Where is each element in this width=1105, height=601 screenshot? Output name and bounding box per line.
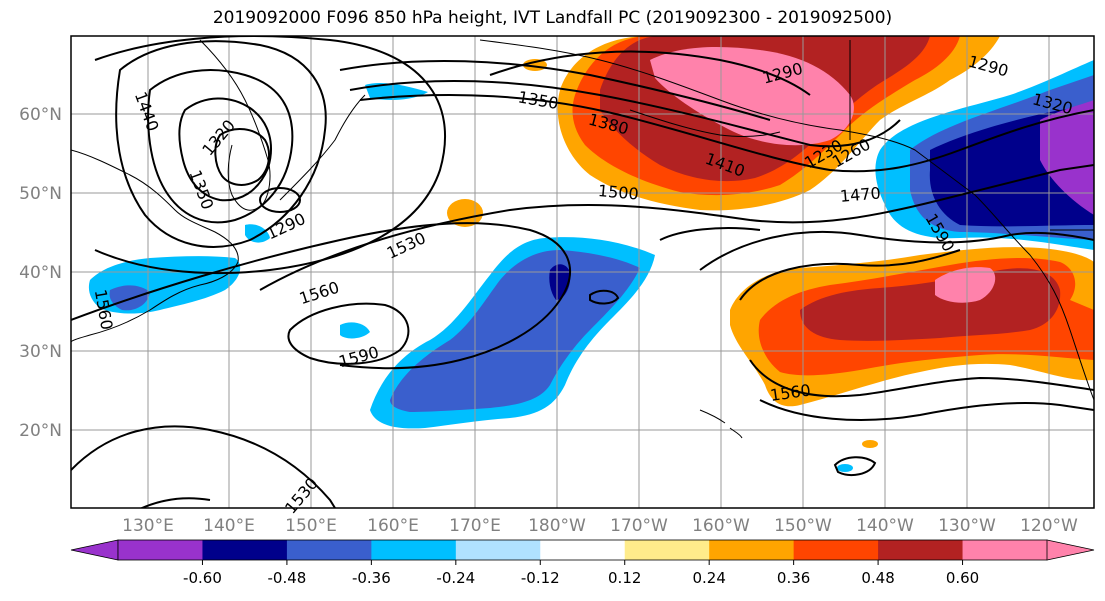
colorbar-tick-label: -0.60 — [183, 569, 222, 587]
lat-label-40n: 40°N — [19, 263, 62, 283]
colorbar-tick-label: -0.12 — [521, 569, 560, 587]
lon-label-170w: 170°W — [610, 516, 668, 536]
colorbar-tick-label: 0.48 — [861, 569, 894, 587]
longitude-labels: 130°E 140°E 150°E 160°E 170°E 180°W 170°… — [122, 516, 1078, 536]
contour-label-1470: 1470 — [839, 183, 881, 205]
lon-label-170e: 170°E — [449, 516, 501, 536]
colorbar-bin — [455, 540, 541, 560]
lon-label-140e: 140°E — [203, 516, 255, 536]
coastline-alaska — [479, 39, 1094, 401]
chart-title: 2019092000 F096 850 hPa height, IVT Land… — [212, 8, 893, 28]
lat-label-60n: 60°N — [19, 105, 62, 125]
colorbar-extend-low — [70, 539, 119, 561]
lon-label-160e: 160°E — [367, 516, 419, 536]
colorbar-tick-label: 0.24 — [692, 569, 725, 587]
coastlines — [71, 39, 1094, 439]
colorbar-bin — [709, 540, 795, 560]
colorbar-tick-label: 0.12 — [608, 569, 641, 587]
lon-label-130e: 130°E — [122, 516, 174, 536]
lon-label-140w: 140°W — [856, 516, 914, 536]
colorbar-extend-high — [1046, 539, 1095, 561]
lon-label-150e: 150°E — [285, 516, 337, 536]
lon-label-180w: 180°W — [528, 516, 586, 536]
colorbar-frame — [117, 539, 1048, 561]
colorbar-tick-label: -0.48 — [268, 569, 307, 587]
colorbar-bin — [624, 540, 710, 560]
colorbar-tick-label: -0.36 — [352, 569, 391, 587]
lon-label-150w: 150°W — [774, 516, 832, 536]
coastline-asia — [71, 149, 239, 343]
colorbar-bin — [286, 540, 372, 560]
colorbar-tick-label: 0.60 — [946, 569, 979, 587]
lat-label-20n: 20°N — [19, 421, 62, 441]
lon-label-160w: 160°W — [692, 516, 750, 536]
colorbar-bin — [878, 540, 964, 560]
coastline-hawaii — [699, 409, 743, 439]
colorbar-bin — [962, 540, 1048, 560]
latitude-labels: 60°N 50°N 40°N 30°N 20°N — [19, 105, 62, 441]
lon-label-130w: 130°W — [938, 516, 996, 536]
colorbar-bin — [202, 540, 288, 560]
lon-label-120w: 120°W — [1020, 516, 1078, 536]
colorbar-bin — [371, 540, 457, 560]
colorbar-tick-label: -0.24 — [436, 569, 475, 587]
coastline-kamchatka — [279, 94, 366, 201]
contour-label-1500: 1500 — [597, 181, 639, 203]
colorbar-bin — [118, 540, 203, 560]
lat-label-50n: 50°N — [19, 184, 62, 204]
map-frame — [70, 35, 1095, 509]
colorbar-tick-label: 0.36 — [777, 569, 810, 587]
colorbar-bin — [793, 540, 879, 560]
ivt-shading — [88, 36, 1094, 472]
lat-label-30n: 30°N — [19, 342, 62, 362]
colorbar-bin — [540, 540, 626, 560]
colorbar: -0.60 -0.48 -0.36 -0.24 -0.12 0.12 0.24 0.36 0.4… — [70, 539, 1095, 587]
